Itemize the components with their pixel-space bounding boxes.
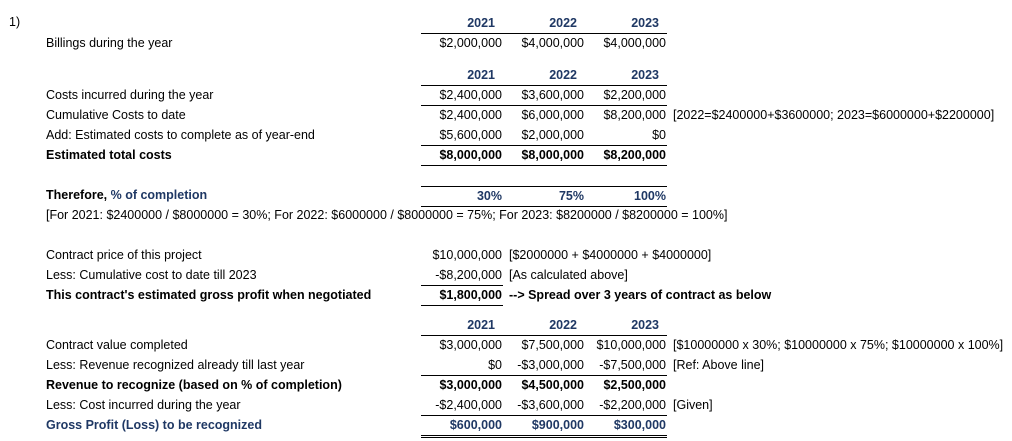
value-2022: $4,500,000 (521, 378, 584, 392)
value-2023: -$7,500,000 (585, 356, 667, 376)
row-label: Therefore, % of completion (46, 186, 421, 207)
item-number: 1) (9, 15, 21, 29)
row-label: Contract price of this project (46, 248, 202, 262)
estimated-total-costs-row: Estimated total costs $8,000,000 $8,000,… (46, 146, 1008, 166)
percent-completion-row: Therefore, % of completion 30% 75% 100% (46, 186, 1008, 207)
value-2022: $4,000,000 (521, 36, 584, 50)
row-label: Less: Revenue recognized already till la… (46, 358, 305, 372)
value-2022: $2,000,000 (503, 126, 585, 146)
row-note: [Ref: Above line] (673, 358, 765, 372)
year-header-2022: 2022 (503, 14, 585, 34)
contract-value-completed-row: Contract value completed $3,000,000 $7,5… (46, 336, 1008, 356)
spacer (0, 306, 1012, 316)
value-2021: $8,000,000 (421, 146, 503, 166)
percent-2021: 30% (421, 186, 503, 207)
value-2021: $600,000 (421, 416, 503, 438)
percent-2023: 100% (585, 186, 667, 207)
value-2022: $7,500,000 (521, 338, 584, 352)
label-emphasis: % of completion (110, 188, 208, 202)
value-2022: $8,000,000 (503, 146, 585, 166)
row-label: Gross Profit (Loss) to be recognized (46, 418, 262, 432)
value-2021: $0 (421, 356, 503, 376)
spacer (0, 54, 1012, 66)
value-2023: $0 (585, 126, 667, 146)
value-2021: $2,400,000 (421, 86, 503, 106)
value-2023: $300,000 (585, 416, 667, 438)
spread-note: --> Spread over 3 years of contract as b… (509, 288, 772, 302)
less-cumulative-cost-row: Less: Cumulative cost to date till 2023 … (46, 266, 1008, 286)
row-label: This contract's estimated gross profit w… (46, 288, 372, 302)
row-label: Less: Cost incurred during the year (46, 398, 241, 412)
value-2021: $2,000,000 (439, 36, 502, 50)
value-2021: $3,000,000 (439, 378, 502, 392)
row-label: Costs incurred during the year (46, 88, 214, 102)
value-2023: -$2,200,000 (585, 396, 667, 416)
year-header-2023: 2023 (585, 316, 667, 336)
year-header-2021: 2021 (421, 66, 503, 86)
value-2021: -$2,400,000 (421, 396, 503, 416)
revenue-recognized-prior-row: Less: Revenue recognized already till la… (46, 356, 1008, 376)
value-2022: $900,000 (503, 416, 585, 438)
year-header-2023: 2023 (585, 14, 667, 34)
revenue-year-header-row: 2021 2022 2023 (46, 316, 1008, 336)
contract-price-row: Contract price of this project $10,000,0… (46, 246, 1008, 266)
value-2023: $8,200,000 (603, 108, 666, 122)
year-header-2022: 2022 (503, 316, 585, 336)
row-note: [$10000000 x 30%; $10000000 x 75%; $1000… (673, 338, 1004, 352)
row-label: Revenue to recognize (based on % of comp… (46, 378, 342, 392)
costs-year-header-row: 2021 2022 2023 (46, 66, 1008, 86)
row-note: [$2000000 + $4000000 + $4000000] (509, 248, 712, 262)
year-header-2021: 2021 (421, 316, 503, 336)
less-cost-incurred-row: Less: Cost incurred during the year -$2,… (46, 396, 1008, 416)
spacer (0, 166, 1012, 186)
value-2021: $3,000,000 (439, 338, 502, 352)
revenue-to-recognize-row: Revenue to recognize (based on % of comp… (46, 376, 1008, 396)
cumulative-costs-row: Cumulative Costs to date $2,400,000 $6,0… (46, 106, 1008, 126)
add-estimated-costs-row: Add: Estimated costs to complete as of y… (46, 126, 1008, 146)
value-2023: $2,200,000 (585, 86, 667, 106)
billings-row: Billings during the year $2,000,000 $4,0… (46, 34, 1008, 54)
row-label: Billings during the year (46, 36, 173, 50)
estimated-gross-profit-row: This contract's estimated gross profit w… (46, 286, 1008, 306)
row-label: Estimated total costs (46, 148, 172, 162)
billings-year-header-row: 2021 2022 2023 (46, 14, 1008, 34)
row-label: Add: Estimated costs to complete as of y… (46, 128, 315, 142)
row-label: Less: Cumulative cost to date till 2023 (46, 268, 257, 282)
row-note: [As calculated above] (509, 268, 628, 282)
value-2022: -$3,000,000 (503, 356, 585, 376)
row-note: [2022=$2400000+$3600000; 2023=$6000000+$… (673, 108, 995, 122)
value-2022: $6,000,000 (521, 108, 584, 122)
cumulative-cost-value: -$8,200,000 (421, 266, 503, 286)
value-2023: $4,000,000 (603, 36, 666, 50)
year-header-2023: 2023 (585, 66, 667, 86)
percent-2022: 75% (503, 186, 585, 207)
row-label: Contract value completed (46, 338, 188, 352)
label-prefix: Therefore, (46, 188, 111, 202)
value-2022: $3,600,000 (503, 86, 585, 106)
row-label: Cumulative Costs to date (46, 108, 186, 122)
value-2021: $5,600,000 (421, 126, 503, 146)
value-2023: $8,200,000 (585, 146, 667, 166)
value-2023: $2,500,000 (603, 378, 666, 392)
value-2023: $10,000,000 (596, 338, 666, 352)
costs-incurred-row: Costs incurred during the year $2,400,00… (46, 86, 1008, 106)
contract-price-value: $10,000,000 (432, 248, 502, 262)
year-header-2021: 2021 (421, 14, 503, 34)
value-2021: $2,400,000 (439, 108, 502, 122)
gross-profit-value: $1,800,000 (421, 286, 503, 306)
spacer (0, 226, 1012, 246)
year-header-2022: 2022 (503, 66, 585, 86)
row-note: [Given] (673, 398, 713, 412)
gross-profit-recognized-row: Gross Profit (Loss) to be recognized $60… (46, 416, 1008, 438)
percent-completion-formula: [For 2021: $2400000 / $8000000 = 30%; Fo… (46, 208, 728, 222)
value-2022: -$3,600,000 (503, 396, 585, 416)
